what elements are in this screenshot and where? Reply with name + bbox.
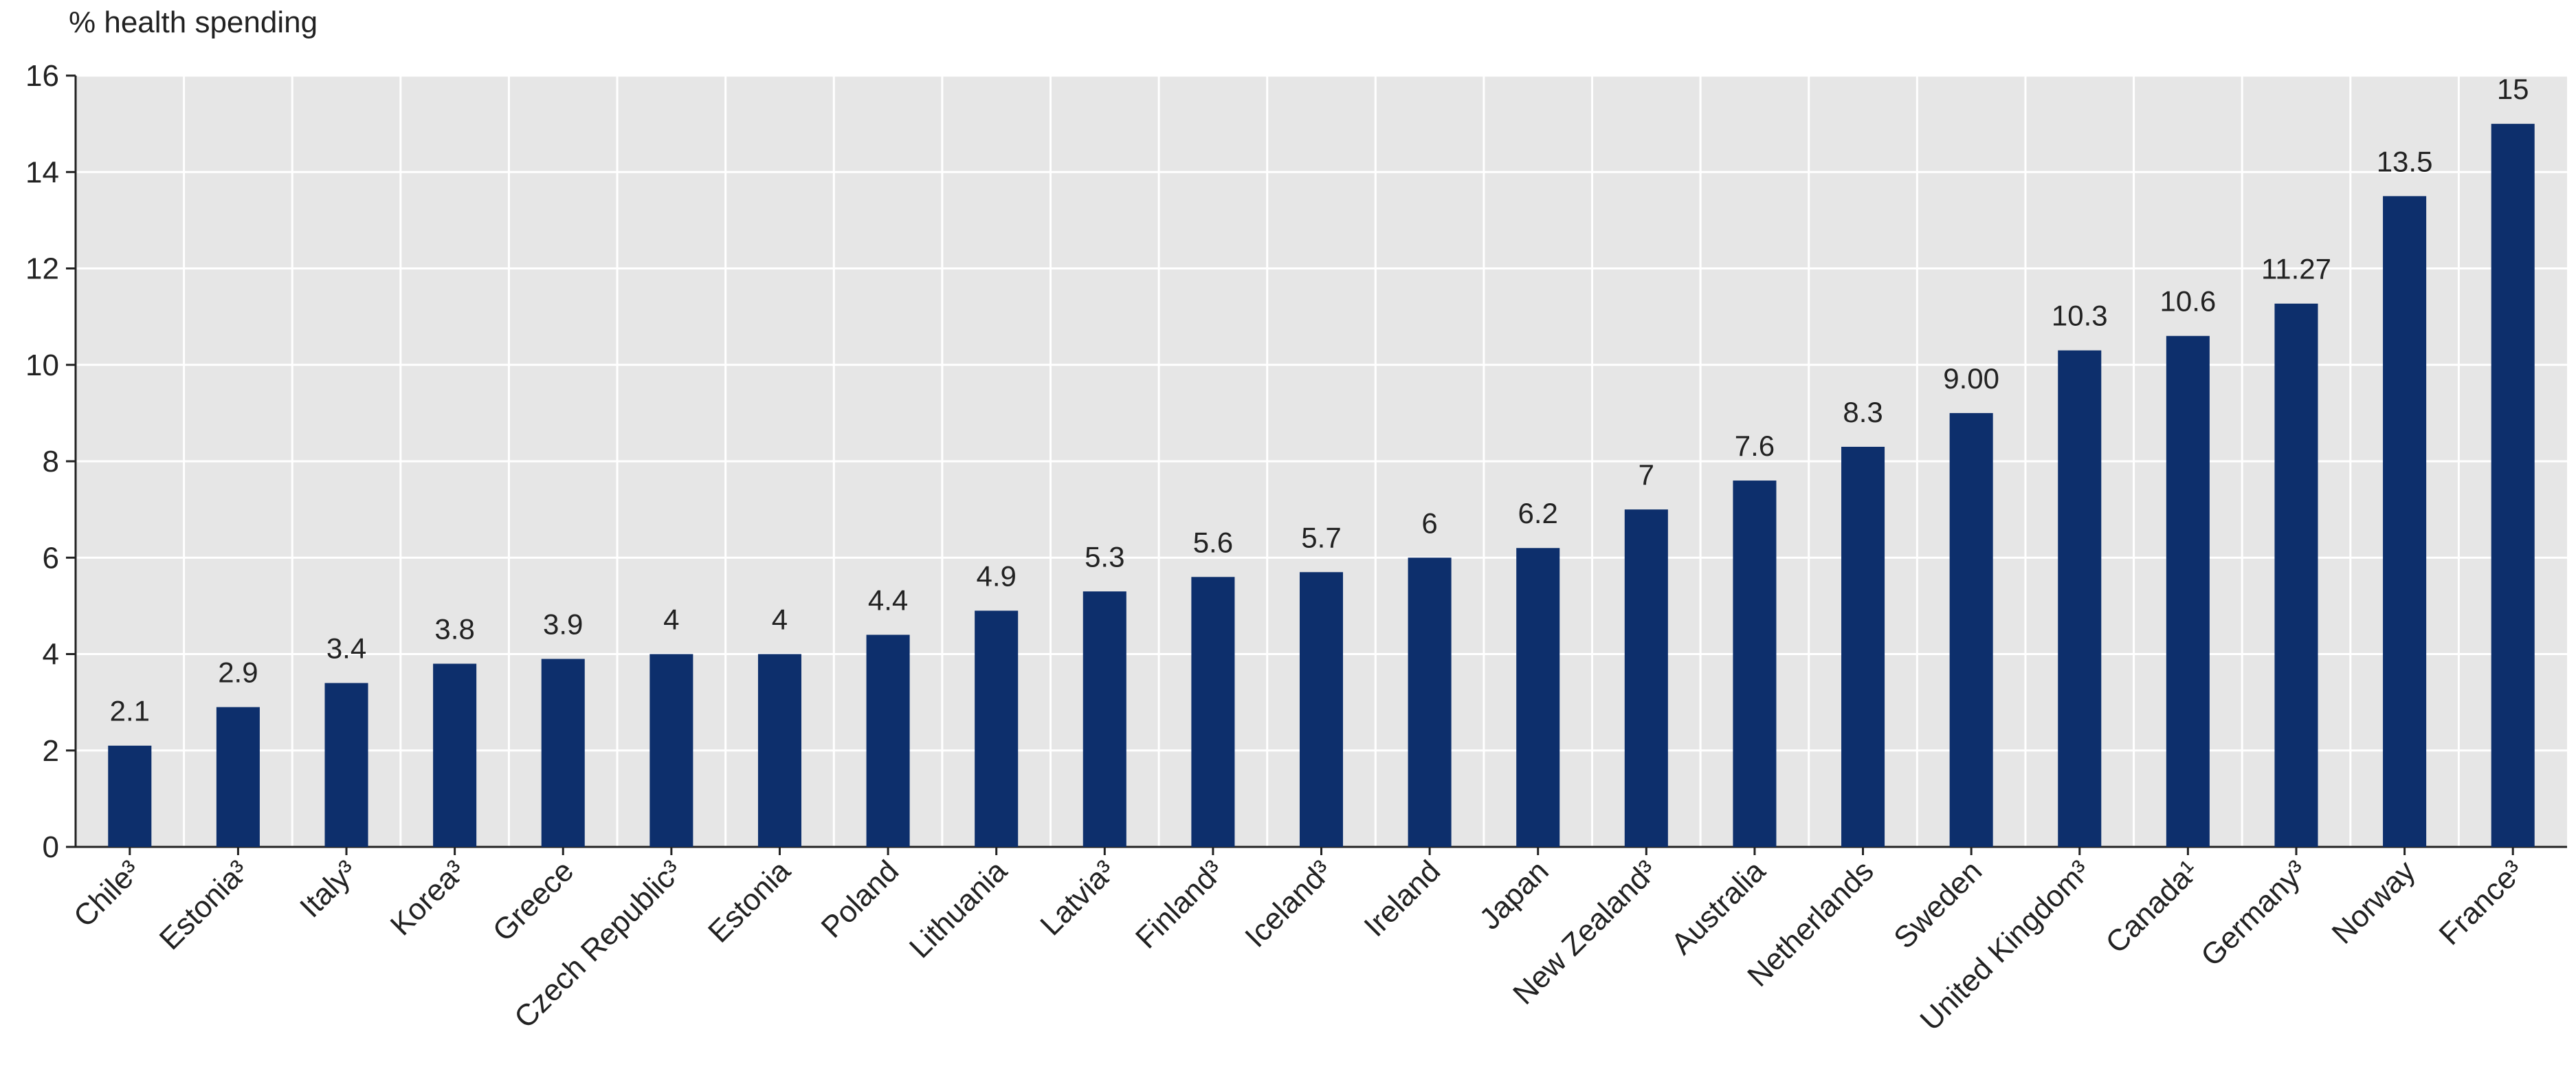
bar <box>2383 196 2427 847</box>
y-tick-label: 8 <box>43 445 59 478</box>
y-tick-label: 2 <box>43 734 59 768</box>
bar <box>2058 350 2102 847</box>
bar <box>1841 446 1885 847</box>
bar <box>324 683 368 847</box>
bar <box>1733 481 1777 847</box>
x-tick-label: Germany³ <box>2195 854 2313 973</box>
x-tick-label: Lithuania <box>903 854 1014 964</box>
bar <box>1949 412 1993 847</box>
y-tick-label: 16 <box>25 59 59 93</box>
bar-value-label: 15 <box>2497 73 2529 105</box>
bar <box>108 745 152 847</box>
bar-value-label: 10.3 <box>2052 300 2108 332</box>
y-tick-label: 12 <box>25 252 59 286</box>
bar <box>1408 557 1452 847</box>
y-tick-label: 6 <box>43 541 59 575</box>
x-tick-label: Australia <box>1665 854 1772 961</box>
bar <box>1082 591 1126 847</box>
bar-value-label: 8.3 <box>1843 396 1883 428</box>
bar-value-label: 10.6 <box>2159 285 2216 318</box>
x-tick-label: Ireland <box>1357 854 1447 943</box>
bar-value-label: 4 <box>663 604 679 636</box>
bar <box>1516 548 1560 847</box>
bar-value-label: 6.2 <box>1518 497 1558 529</box>
x-tick-label: Italy³ <box>293 854 364 924</box>
x-tick-label: Iceland³ <box>1239 854 1338 953</box>
y-axis-title: % health spending <box>69 5 318 39</box>
x-tick-label: Sweden <box>1887 854 1988 955</box>
bar <box>2491 124 2535 847</box>
bar <box>433 663 477 847</box>
bar-value-label: 3.8 <box>434 613 474 645</box>
bar <box>757 654 801 847</box>
bar-value-label: 3.4 <box>326 632 366 665</box>
bar-value-label: 11.27 <box>2261 253 2331 285</box>
y-tick-label: 10 <box>25 349 59 382</box>
bar-value-label: 4 <box>772 604 788 636</box>
bar <box>216 707 260 847</box>
bar-value-label: 3.9 <box>543 608 583 641</box>
y-tick-label: 4 <box>43 638 59 672</box>
bar-value-label: 13.5 <box>2377 145 2433 177</box>
bar-value-label: 5.7 <box>1301 521 1341 553</box>
x-tick-label: Korea³ <box>384 854 472 942</box>
bar-value-label: 4.9 <box>976 560 1016 592</box>
x-tick-label: Poland <box>815 854 906 945</box>
bar-value-label: 4.4 <box>868 584 908 616</box>
bar-value-label: 5.3 <box>1085 540 1124 573</box>
bar <box>2166 335 2210 847</box>
x-tick-label: Chile³ <box>67 854 147 934</box>
bar-value-label: 5.6 <box>1193 526 1233 558</box>
x-tick-label: Japan <box>1473 854 1555 936</box>
bar-value-label: 2.1 <box>110 695 150 727</box>
bar <box>2274 303 2318 847</box>
x-tick-label: Estonia <box>702 854 797 949</box>
x-tick-label: Finland³ <box>1129 854 1230 955</box>
y-tick-label: 14 <box>25 155 59 189</box>
bar <box>541 659 585 847</box>
bar <box>649 654 693 847</box>
x-tick-label: Latvia³ <box>1034 854 1122 942</box>
bar-value-label: 6 <box>1421 507 1437 539</box>
bar <box>866 634 910 847</box>
bar <box>1624 509 1668 847</box>
x-tick-label: Greece <box>487 854 581 948</box>
bar <box>975 610 1019 847</box>
bar <box>1191 577 1235 847</box>
bar-value-label: 2.9 <box>218 656 258 689</box>
x-tick-label: Norway <box>2326 854 2422 950</box>
x-tick-label: France³ <box>2432 854 2530 951</box>
bar-value-label: 9.00 <box>1943 362 1999 395</box>
bar-value-label: 7.6 <box>1735 430 1775 462</box>
bar-value-label: 7 <box>1639 459 1654 491</box>
y-tick-label: 0 <box>43 830 59 864</box>
x-tick-label: Estonia³ <box>153 854 256 956</box>
x-tick-label: Canada¹ <box>2099 854 2205 960</box>
bar <box>1299 572 1344 847</box>
